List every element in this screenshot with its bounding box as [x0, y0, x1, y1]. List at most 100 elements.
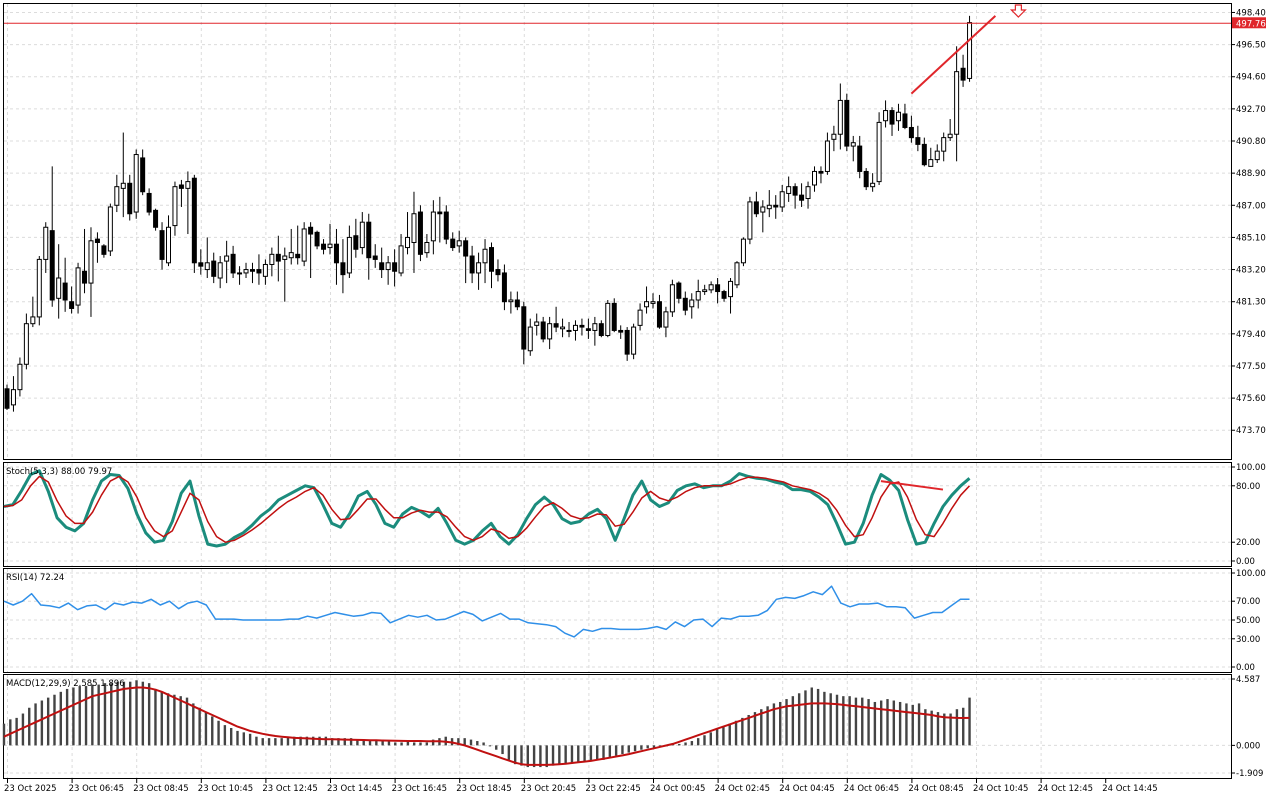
candle-bear	[372, 255, 378, 260]
candle-bear	[450, 238, 456, 249]
macd-histogram-bar	[602, 745, 605, 760]
macd-histogram-bar	[286, 736, 290, 746]
annotations: 497.76	[4, 4, 1266, 95]
macd-histogram-bar	[406, 741, 410, 746]
candle-bear	[501, 272, 507, 303]
macd-histogram-bar	[179, 696, 182, 746]
trend-line	[910, 15, 997, 95]
macd-histogram-bar	[513, 745, 517, 765]
macd-histogram-bar	[545, 745, 548, 768]
candle-bull	[482, 248, 488, 264]
macd-histogram-bar	[229, 728, 233, 746]
macd-histogram-bar	[248, 733, 252, 746]
candle-bear	[624, 329, 630, 355]
candle-bull	[566, 329, 572, 332]
candle-bull	[166, 226, 171, 264]
macd-histogram-bar	[627, 745, 630, 753]
macd-histogram-bar	[21, 713, 25, 746]
candle-bull	[398, 245, 404, 274]
macd-histogram-bar	[356, 739, 359, 746]
macd-histogram-bar	[387, 741, 391, 746]
candle-bull	[592, 323, 598, 331]
macd-histogram-bar	[211, 716, 214, 746]
macd-histogram-bar	[501, 745, 504, 755]
macd-histogram-bar	[804, 690, 807, 746]
candle-bull	[560, 326, 566, 330]
macd-histogram-bar	[305, 736, 309, 746]
macd-histogram-bar	[848, 696, 851, 746]
macd-histogram-bar	[564, 745, 567, 765]
candle-bear	[437, 211, 443, 215]
candle-bear	[618, 329, 624, 333]
price-tick-label: 490.80	[1236, 137, 1266, 147]
candle-bear	[579, 324, 585, 328]
macd-histogram-bar	[842, 696, 845, 746]
macd-histogram-bar	[886, 699, 889, 746]
macd-histogram-bar	[419, 742, 422, 746]
candle-bull	[243, 269, 249, 274]
candle-bull	[941, 137, 947, 152]
candle-bear	[256, 269, 262, 274]
candle-bear	[915, 137, 921, 145]
macd-histogram-bar	[299, 736, 302, 746]
candle-bull	[411, 213, 417, 243]
candle-bull	[36, 258, 42, 318]
candle-bull	[508, 299, 514, 303]
macd-histogram-bar	[779, 701, 782, 746]
time-tick-label: 23 Oct 16:45	[392, 784, 447, 794]
macd-histogram-bar	[223, 725, 227, 746]
time-tick-label: 23 Oct 2025	[4, 784, 57, 794]
macd-histogram-bar	[678, 743, 681, 746]
macd-histogram-bar	[589, 745, 593, 762]
macd-histogram-bar	[652, 745, 656, 749]
macd-histogram-bar	[318, 736, 321, 746]
stoch-tick-label: 80.00	[1236, 482, 1260, 492]
candle-bull	[30, 316, 36, 325]
rsi-tick-label: 30.00	[1236, 635, 1260, 645]
stoch-panel-frame	[3, 462, 1232, 567]
macd-tick-label: -1.909	[1236, 769, 1263, 779]
candle-bull	[631, 326, 637, 355]
macd-histogram-bar	[425, 742, 429, 746]
macd-histogram-bar	[955, 709, 959, 746]
time-tick-label: 24 Oct 10:45	[973, 784, 1028, 794]
macd-histogram-bar	[911, 704, 914, 746]
macd-histogram-bar	[116, 681, 119, 746]
stoch-tick-label: 0.00	[1236, 557, 1255, 567]
rsi-tick-label: 50.00	[1236, 616, 1260, 626]
stoch-title: Stoch(5,3,3) 88.00 79.97	[6, 467, 112, 477]
macd-tick-label: 4.587	[1236, 675, 1260, 685]
candle-bull	[476, 262, 482, 274]
macd-histogram-bar	[696, 738, 700, 746]
macd-histogram-bar	[962, 707, 965, 746]
macd-histogram-bar	[772, 703, 776, 746]
price-tick-label: 492.70	[1236, 105, 1266, 115]
macd-histogram-bar	[217, 720, 220, 746]
macd-histogram-bar	[734, 720, 738, 746]
candle-bear	[857, 145, 863, 172]
candle-bear	[4, 388, 10, 409]
candle-bear	[340, 262, 346, 276]
macd-histogram-bar	[583, 745, 586, 762]
macd-histogram-bar	[608, 745, 612, 757]
candle-bear	[249, 269, 255, 272]
candle-bull	[269, 253, 275, 265]
price-tick-label: 488.90	[1236, 169, 1266, 179]
candle-bull	[262, 263, 268, 277]
candle-bear	[818, 170, 824, 174]
candle-bull	[883, 110, 889, 122]
macd-histogram-bar	[924, 709, 927, 746]
rsi-panel: 100.00 70.00 50.00 30.00 0.00	[3, 569, 1266, 673]
macd-histogram-bar	[97, 684, 100, 746]
current-price-tag	[1232, 17, 1266, 29]
candle-bull	[734, 262, 740, 286]
candle-bear	[275, 253, 281, 262]
candle-bull	[947, 133, 953, 139]
candle-bull	[107, 206, 113, 252]
macd-histogram-bar	[495, 745, 498, 750]
macd-histogram-bar	[526, 745, 529, 768]
macd-histogram-bar	[110, 683, 113, 746]
candle-bull	[534, 321, 540, 326]
